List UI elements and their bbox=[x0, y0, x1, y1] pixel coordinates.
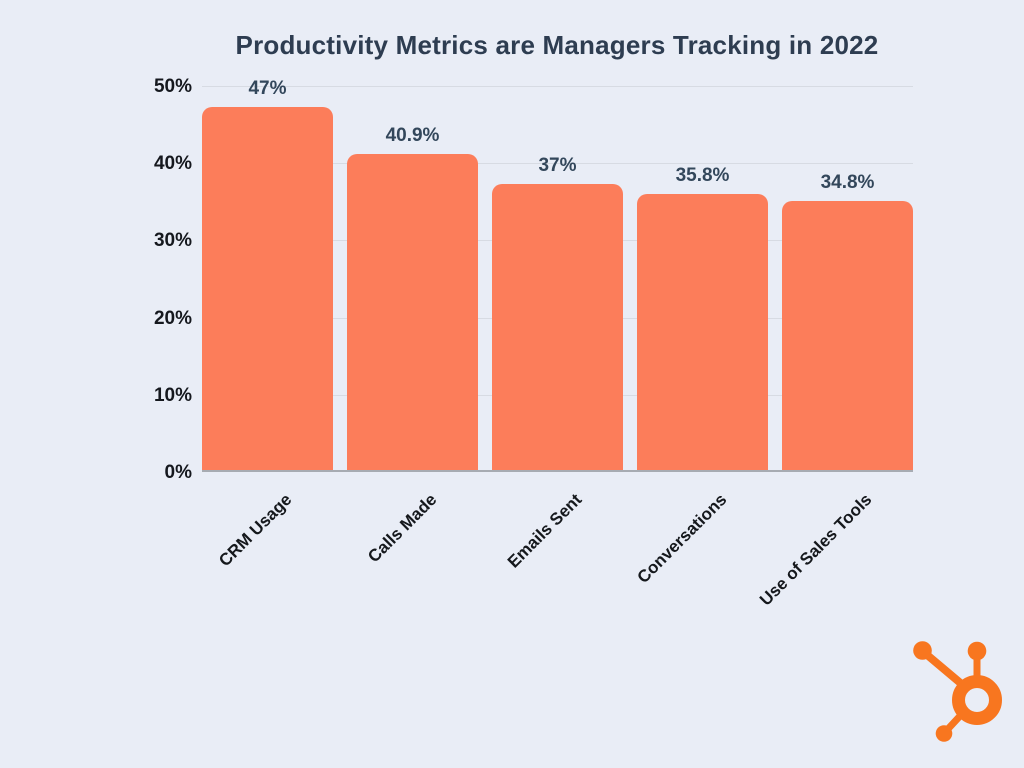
y-tick-label: 20% bbox=[153, 307, 192, 329]
x-tick-label: Emails Sent bbox=[503, 490, 585, 572]
hubspot-logo-icon bbox=[913, 641, 1002, 742]
y-tick-label: 10% bbox=[153, 384, 192, 406]
x-tick-label: Calls Made bbox=[363, 490, 440, 567]
bar-emails-sent bbox=[492, 184, 623, 470]
x-axis: CRM Usage Calls Made Emails Sent Conversati… bbox=[202, 474, 913, 634]
y-axis: 50% 40% 30% 20% 10% 0% bbox=[100, 77, 192, 482]
x-tick-label: Use of Sales Tools bbox=[755, 490, 875, 610]
gridline-50% bbox=[202, 86, 913, 87]
bar-crm-usage bbox=[202, 107, 333, 470]
bar-value-label: 47% bbox=[248, 78, 287, 100]
bar-calls-made bbox=[347, 154, 478, 470]
gridline-40% bbox=[202, 163, 913, 165]
y-tick-label: 30% bbox=[153, 230, 192, 252]
y-tick-label: 0% bbox=[164, 462, 192, 483]
bar-conversations bbox=[637, 193, 768, 470]
x-tick-label: CRM Usage bbox=[214, 490, 295, 571]
chart-title: Productivity Metrics are Managers Tracki… bbox=[235, 30, 879, 60]
plot-area: 47% 40.9% 37% 35.8% 34.8% bbox=[202, 78, 913, 472]
x-tick-label: Conversations bbox=[632, 490, 730, 587]
y-tick-label: 50% bbox=[153, 76, 192, 97]
bar-value-label: 34.8% bbox=[820, 172, 875, 194]
bar-value-label: 40.9% bbox=[385, 125, 440, 147]
bar-use-of-sales-tools bbox=[782, 201, 913, 470]
y-tick-label: 40% bbox=[153, 153, 192, 175]
bar-value-label: 35.8% bbox=[675, 164, 730, 186]
bar-value-label: 37% bbox=[538, 155, 577, 177]
